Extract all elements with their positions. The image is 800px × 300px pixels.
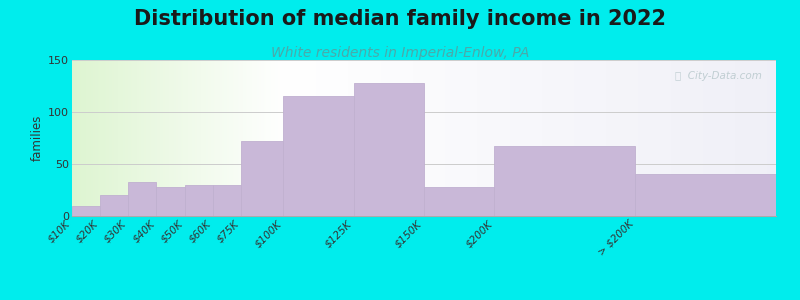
Y-axis label: families: families [31, 115, 44, 161]
Bar [283, 96, 354, 216]
Bar [185, 185, 213, 216]
Text: White residents in Imperial-Enlow, PA: White residents in Imperial-Enlow, PA [271, 46, 529, 61]
Bar [424, 187, 494, 216]
Bar [494, 146, 635, 216]
Text: ⓘ  City-Data.com: ⓘ City-Data.com [675, 71, 762, 81]
Bar [354, 83, 424, 216]
Text: Distribution of median family income in 2022: Distribution of median family income in … [134, 9, 666, 29]
Bar [241, 141, 283, 216]
Bar [635, 174, 776, 216]
Bar [157, 187, 185, 216]
Bar [128, 182, 157, 216]
Bar [213, 185, 241, 216]
Bar [72, 206, 100, 216]
Bar [100, 195, 128, 216]
